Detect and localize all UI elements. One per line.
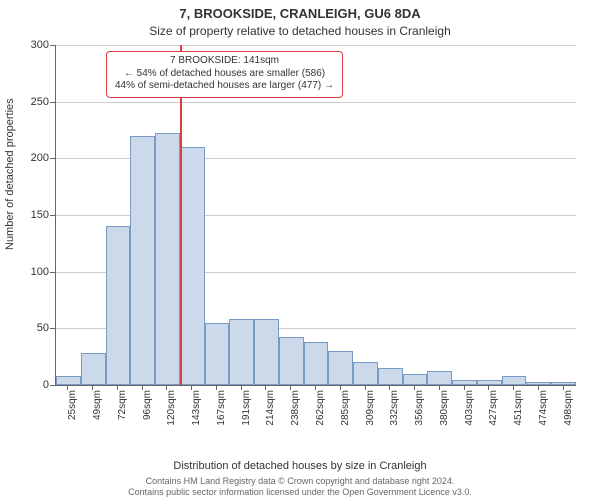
ytick-mark: [50, 385, 55, 386]
annotation-line3: 44% of semi-detached houses are larger (…: [115, 80, 334, 93]
chart-container: 7, BROOKSIDE, CRANLEIGH, GU6 8DA Size of…: [0, 0, 600, 500]
bar: [106, 226, 131, 385]
ytick-mark: [50, 328, 55, 329]
ytick-mark: [50, 45, 55, 46]
bar: [56, 376, 81, 385]
xtick-label: 214sqm: [265, 390, 276, 450]
xtick-label: 309sqm: [365, 390, 376, 450]
xtick-label: 191sqm: [241, 390, 252, 450]
bar: [353, 362, 378, 385]
bar: [328, 351, 353, 385]
ytick-label: 250: [19, 96, 49, 108]
xtick-label: 498sqm: [563, 390, 574, 450]
bar: [155, 133, 180, 385]
chart-title: 7, BROOKSIDE, CRANLEIGH, GU6 8DA: [0, 6, 600, 21]
ytick-label: 200: [19, 152, 49, 164]
bar: [229, 319, 254, 385]
xtick-label: 262sqm: [315, 390, 326, 450]
bar: [427, 371, 452, 385]
bar: [526, 382, 551, 385]
x-axis-label: Distribution of detached houses by size …: [0, 460, 600, 472]
bar: [81, 353, 106, 385]
bar: [378, 368, 403, 385]
ytick-label: 150: [19, 209, 49, 221]
bar: [130, 136, 155, 385]
caption-line2: Contains public sector information licen…: [0, 487, 600, 498]
caption: Contains HM Land Registry data © Crown c…: [0, 476, 600, 498]
bar: [502, 376, 527, 385]
xtick-label: 403sqm: [464, 390, 475, 450]
bar: [180, 147, 205, 385]
ytick-label: 50: [19, 322, 49, 334]
bar: [551, 382, 576, 385]
xtick-label: 72sqm: [117, 390, 128, 450]
xtick-label: 474sqm: [538, 390, 549, 450]
plot: 7 BROOKSIDE: 141sqm ← 54% of detached ho…: [55, 45, 575, 415]
y-axis-label: Number of detached properties: [4, 98, 16, 250]
chart-subtitle: Size of property relative to detached ho…: [0, 24, 600, 38]
bar: [452, 380, 477, 385]
xtick-label: 285sqm: [340, 390, 351, 450]
xtick-label: 332sqm: [389, 390, 400, 450]
xtick-label: 427sqm: [488, 390, 499, 450]
bar: [403, 374, 428, 385]
ytick-mark: [50, 102, 55, 103]
xtick-label: 49sqm: [92, 390, 103, 450]
bar: [205, 323, 230, 385]
ytick-label: 300: [19, 39, 49, 51]
xtick-label: 143sqm: [191, 390, 202, 450]
bar: [254, 319, 279, 385]
ytick-label: 100: [19, 266, 49, 278]
annotation-box: 7 BROOKSIDE: 141sqm ← 54% of detached ho…: [106, 51, 343, 98]
xtick-label: 380sqm: [439, 390, 450, 450]
bar: [279, 337, 304, 385]
plot-area: 7 BROOKSIDE: 141sqm ← 54% of detached ho…: [55, 45, 576, 386]
ytick-label: 0: [19, 379, 49, 391]
annotation-line1: 7 BROOKSIDE: 141sqm: [115, 55, 334, 68]
xtick-label: 25sqm: [67, 390, 78, 450]
caption-line1: Contains HM Land Registry data © Crown c…: [0, 476, 600, 487]
ytick-mark: [50, 272, 55, 273]
xtick-label: 238sqm: [290, 390, 301, 450]
xtick-label: 96sqm: [142, 390, 153, 450]
xtick-label: 120sqm: [166, 390, 177, 450]
annotation-line2: ← 54% of detached houses are smaller (58…: [115, 68, 334, 81]
ytick-mark: [50, 215, 55, 216]
xtick-label: 356sqm: [414, 390, 425, 450]
bar: [304, 342, 329, 385]
ytick-mark: [50, 158, 55, 159]
xtick-label: 451sqm: [513, 390, 524, 450]
xtick-label: 167sqm: [216, 390, 227, 450]
